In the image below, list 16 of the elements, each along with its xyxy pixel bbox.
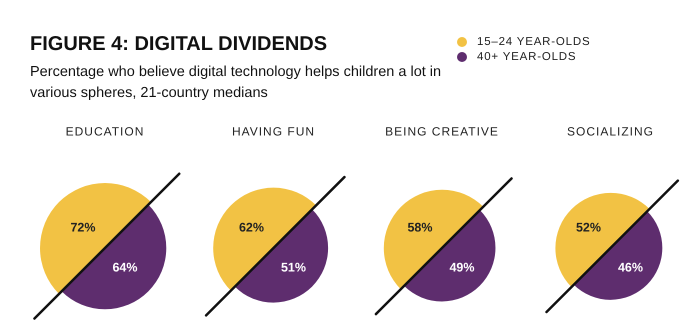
data-label: 58% — [407, 220, 433, 234]
data-label: 46% — [618, 260, 644, 274]
text: FIGURE 4: DIGITAL DIVIDENDS — [30, 33, 328, 56]
data-label: 52% — [576, 220, 602, 234]
category-label: SOCIALIZING — [566, 124, 654, 138]
data-label: 51% — [280, 260, 306, 274]
data-label: 62% — [238, 220, 264, 234]
category-label: BEING CREATIVE — [385, 124, 499, 138]
category-label: EDUCATION — [66, 124, 144, 138]
category-label: HAVING FUN — [232, 124, 316, 138]
data-label: 64% — [112, 260, 138, 274]
data-label: 49% — [449, 260, 475, 274]
data-label: 72% — [70, 220, 96, 234]
text: Percentage who believe digital technology helps children a lot in various spheres, 21-country medians — [30, 63, 442, 103]
legend-label: 40+ YEAR-OLDS — [477, 51, 576, 64]
legend-label: 15–24 YEAR-OLDS — [477, 36, 590, 48]
